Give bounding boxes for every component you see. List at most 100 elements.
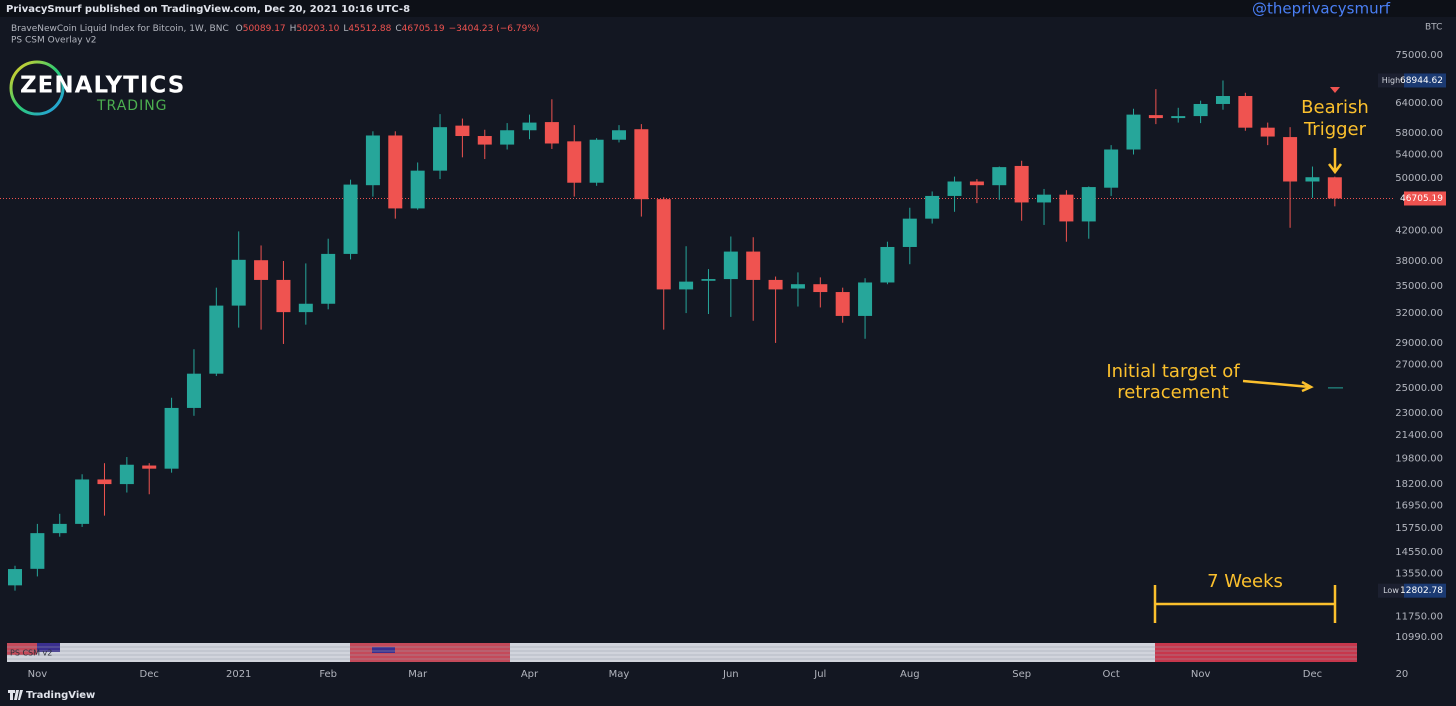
x-tick-label: Jul <box>813 669 826 680</box>
candle-body <box>388 135 403 209</box>
footer-brand: TradingView <box>26 690 95 701</box>
candle-body <box>8 569 22 586</box>
candle-body <box>925 195 940 219</box>
signal-marker <box>1330 87 1340 93</box>
candle-body <box>455 125 470 137</box>
x-tick-label: 20 <box>1396 669 1409 680</box>
candle-body <box>858 282 873 316</box>
x-tick-label: Feb <box>319 669 337 680</box>
y-tick-label: 21400.00 <box>1395 430 1443 441</box>
x-tick-label: Sep <box>1012 669 1031 680</box>
header-bar <box>0 0 1456 17</box>
candle-body <box>142 465 157 469</box>
y-tick-label: 50000.00 <box>1395 173 1443 184</box>
price-label-value: 12802.78 <box>1400 586 1443 596</box>
ohlc-value: 50089.17 <box>243 24 286 34</box>
x-tick-label: 2021 <box>226 669 251 680</box>
watermark: @theprivacysmurf <box>1252 0 1391 18</box>
candle-body <box>1104 149 1119 188</box>
candle-body <box>1081 187 1096 222</box>
candle-body <box>119 464 134 485</box>
ohlc-key: H <box>290 24 297 34</box>
candle-body <box>1037 194 1052 203</box>
candle-body <box>97 479 112 485</box>
last-price-value: 46705.19 <box>1400 194 1443 204</box>
x-tick-label: Dec <box>1303 669 1322 680</box>
candle-body <box>1148 115 1163 119</box>
candle-body <box>1014 165 1029 203</box>
candle-body <box>544 122 559 144</box>
y-tick-label: 23000.00 <box>1395 408 1443 419</box>
candle-body <box>164 407 179 469</box>
y-tick-label: 58000.00 <box>1395 128 1443 139</box>
y-tick-label: 11750.00 <box>1395 612 1443 623</box>
candle-body <box>433 127 448 171</box>
candle-body <box>209 305 224 374</box>
candle-body <box>343 184 358 254</box>
x-tick-label: May <box>609 669 630 680</box>
overlay-name: PS CSM Overlay v2 <box>11 36 97 46</box>
x-tick-label: Apr <box>521 669 539 680</box>
candle-body <box>567 141 582 183</box>
candle-body <box>701 279 716 281</box>
last-price-box <box>1404 191 1446 206</box>
y-tick-label: 15750.00 <box>1395 523 1443 534</box>
price-label-name: Low <box>1383 586 1399 595</box>
unit: BTC <box>1425 23 1442 33</box>
candle-body <box>902 218 917 247</box>
x-tick-label: Nov <box>28 669 48 680</box>
y-tick-label: 38000.00 <box>1395 256 1443 267</box>
annotation-arrows <box>1153 148 1342 623</box>
candle-body <box>992 167 1007 186</box>
candle-body <box>410 170 425 209</box>
candle-body <box>1059 194 1074 222</box>
y-tick-label: 27000.00 <box>1395 360 1443 371</box>
ohlc-key: O <box>236 24 243 34</box>
x-tick-label: Oct <box>1102 669 1119 680</box>
ohlc-key: C <box>395 24 401 34</box>
logo-name: ZENALYTICS <box>20 73 185 99</box>
ohlc-value: 46705.19 <box>402 24 445 34</box>
candle-body <box>969 181 984 186</box>
candle-body <box>1238 96 1253 128</box>
pane-zone <box>7 643 37 655</box>
candle-body <box>254 260 269 280</box>
publisher: PrivacySmurf published on TradingView.co… <box>6 4 410 15</box>
y-tick-label: 10990.00 <box>1395 632 1443 643</box>
price-label-box <box>1404 73 1446 88</box>
candle-body <box>1171 116 1186 119</box>
candle-body <box>880 246 895 283</box>
candle-body <box>634 129 649 200</box>
y-tick-label: 13550.00 <box>1395 568 1443 579</box>
pane-bg <box>7 643 1357 662</box>
candle-body <box>1305 177 1320 182</box>
candle-body <box>768 279 783 290</box>
candle-body <box>656 199 671 290</box>
ohlc-value: 50203.10 <box>296 24 339 34</box>
logo-sub: TRADING <box>96 98 168 114</box>
candle-body <box>835 292 850 316</box>
y-tick-label: 29000.00 <box>1395 338 1443 349</box>
price-label-tag <box>1378 583 1404 598</box>
footer-icon <box>8 690 23 700</box>
candle-body <box>1126 114 1141 150</box>
candle-body <box>365 135 380 186</box>
y-tick-label: 54000.00 <box>1395 150 1443 161</box>
x-tick-label: Mar <box>408 669 428 680</box>
annotation: Initial target of <box>1106 361 1240 382</box>
candle-body <box>1260 127 1275 137</box>
candle-body <box>1193 103 1208 117</box>
candle-body <box>947 181 962 196</box>
candle-body <box>723 251 738 280</box>
symbol: BraveNewCoin Liquid Index for Bitcoin, 1… <box>11 24 229 34</box>
ohlc-change: −3404.23 (−6.79%) <box>449 24 540 34</box>
pane-block <box>37 643 60 652</box>
candle-body <box>52 523 67 534</box>
ohlc: O50089.17 H50203.10 L45512.88 C46705.19 −340… <box>236 24 540 34</box>
candle-body <box>790 284 805 289</box>
pane-block <box>372 647 395 653</box>
candle-body <box>298 303 313 313</box>
